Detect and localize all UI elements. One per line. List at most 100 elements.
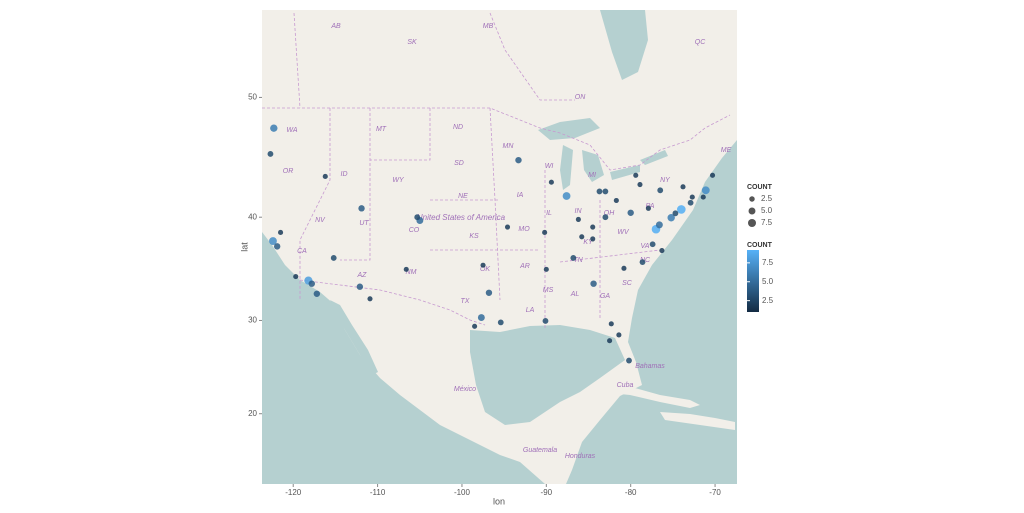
legend-size-key <box>747 218 757 228</box>
point <box>414 214 421 221</box>
point <box>542 318 549 324</box>
map-label: OR <box>283 168 294 175</box>
point <box>367 296 373 302</box>
point <box>590 236 596 242</box>
point <box>278 229 284 236</box>
map-label: KY <box>583 239 594 246</box>
map-label: VA <box>641 243 650 250</box>
point <box>700 194 706 200</box>
point <box>649 241 656 248</box>
point <box>543 266 549 272</box>
point <box>504 224 511 230</box>
map-label: NM <box>406 269 417 276</box>
map-label: Bahamas <box>635 363 665 370</box>
point <box>627 209 634 216</box>
point <box>590 224 596 230</box>
map-label: IA <box>517 192 524 199</box>
x-tick-label: -70 <box>709 488 721 497</box>
map-label: AL <box>570 291 580 298</box>
point <box>542 229 548 236</box>
map-label: CA <box>297 248 307 255</box>
legend-size-key <box>748 207 756 215</box>
point <box>667 214 675 222</box>
point <box>701 186 710 195</box>
map-label: NC <box>640 257 651 264</box>
point <box>267 151 274 157</box>
point <box>570 255 577 261</box>
y-tick-label: 40 <box>248 212 257 221</box>
x-tick-label: -110 <box>370 488 386 497</box>
point <box>562 192 571 200</box>
map-label: MB <box>483 23 494 30</box>
map-label: AB <box>330 23 341 30</box>
point <box>480 262 486 268</box>
points <box>267 124 716 364</box>
legend-label: 5.0 <box>761 206 773 215</box>
point <box>472 323 478 329</box>
point <box>358 205 365 212</box>
legend-label: 5.0 <box>762 277 774 286</box>
point <box>308 280 315 287</box>
x-tick-label: -100 <box>454 488 471 497</box>
map-label: NY <box>660 177 671 184</box>
map-label: NV <box>315 217 326 224</box>
point <box>293 274 299 280</box>
point <box>356 283 364 290</box>
point <box>626 357 632 364</box>
map-label: WI <box>545 163 554 170</box>
map-label: MS <box>543 287 554 294</box>
map-label: NE <box>458 193 468 200</box>
map-label: PA <box>646 203 655 210</box>
point <box>633 172 639 178</box>
map-label: TN <box>573 257 583 264</box>
point <box>313 290 321 297</box>
point <box>637 181 643 188</box>
point <box>639 259 646 266</box>
point <box>687 199 694 206</box>
point <box>269 237 277 245</box>
point <box>608 321 614 327</box>
point <box>515 156 522 164</box>
point <box>579 234 585 240</box>
map-label: UT <box>359 220 369 227</box>
x-tick-label: -90 <box>541 488 553 497</box>
legend-title: COUNT <box>747 184 773 191</box>
map-label: MI <box>588 172 596 179</box>
point <box>677 205 686 214</box>
point <box>477 314 485 321</box>
y-tick-label: 20 <box>248 409 257 418</box>
map-label: AZ <box>357 272 368 279</box>
map-label: ME <box>721 147 732 154</box>
map-label: Cuba <box>617 382 634 389</box>
map-label: ON <box>575 94 586 101</box>
x-tick-label: -80 <box>625 488 637 497</box>
legend-label: 7.5 <box>761 218 773 227</box>
point <box>659 248 665 254</box>
map-label: ND <box>453 124 463 131</box>
map-label: OH <box>604 210 615 217</box>
point <box>330 255 337 261</box>
map-label: GA <box>600 293 610 300</box>
map-label: MN <box>503 143 515 150</box>
point <box>602 214 609 221</box>
map-label: TX <box>461 298 470 305</box>
point <box>689 194 695 200</box>
point <box>596 188 603 195</box>
legend-label: 2.5 <box>762 296 774 305</box>
map-label: SC <box>622 280 633 287</box>
map-label: IL <box>546 210 552 217</box>
colorbar <box>747 250 759 312</box>
y-tick-label: 30 <box>248 316 257 325</box>
point <box>403 266 409 272</box>
legend-label: 7.5 <box>762 258 774 267</box>
x-axis-label: lon <box>493 496 505 506</box>
point <box>607 338 613 344</box>
legend-size-key <box>749 196 755 202</box>
map-label: WY <box>392 177 405 184</box>
point <box>657 187 664 194</box>
point <box>590 280 597 287</box>
point <box>548 179 554 185</box>
map-label: SD <box>454 160 464 167</box>
map-label: WV <box>617 229 630 236</box>
map-label: AR <box>519 263 530 270</box>
